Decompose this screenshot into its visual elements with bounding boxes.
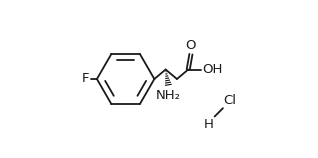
Text: NH₂: NH₂ [156, 89, 181, 102]
Text: F: F [82, 73, 89, 85]
Text: Cl: Cl [224, 94, 237, 107]
Text: O: O [186, 39, 196, 52]
Text: H: H [204, 118, 214, 131]
Text: OH: OH [202, 63, 223, 76]
